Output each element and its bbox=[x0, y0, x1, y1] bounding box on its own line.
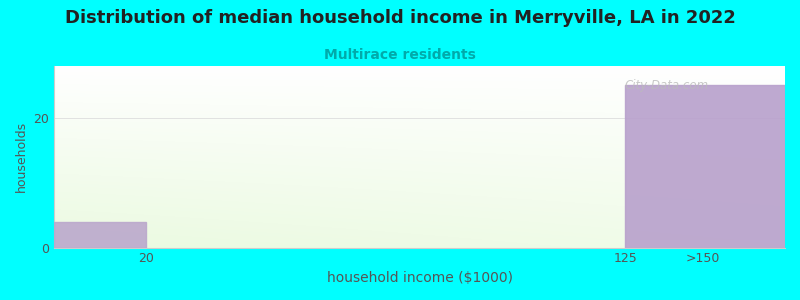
Bar bbox=[625, 85, 785, 248]
Text: City-Data.com: City-Data.com bbox=[624, 79, 708, 92]
Text: Distribution of median household income in Merryville, LA in 2022: Distribution of median household income … bbox=[65, 9, 735, 27]
Bar bbox=[54, 222, 146, 247]
Text: Multirace residents: Multirace residents bbox=[324, 48, 476, 62]
Y-axis label: households: households bbox=[15, 121, 28, 192]
X-axis label: household income ($1000): household income ($1000) bbox=[326, 271, 513, 285]
